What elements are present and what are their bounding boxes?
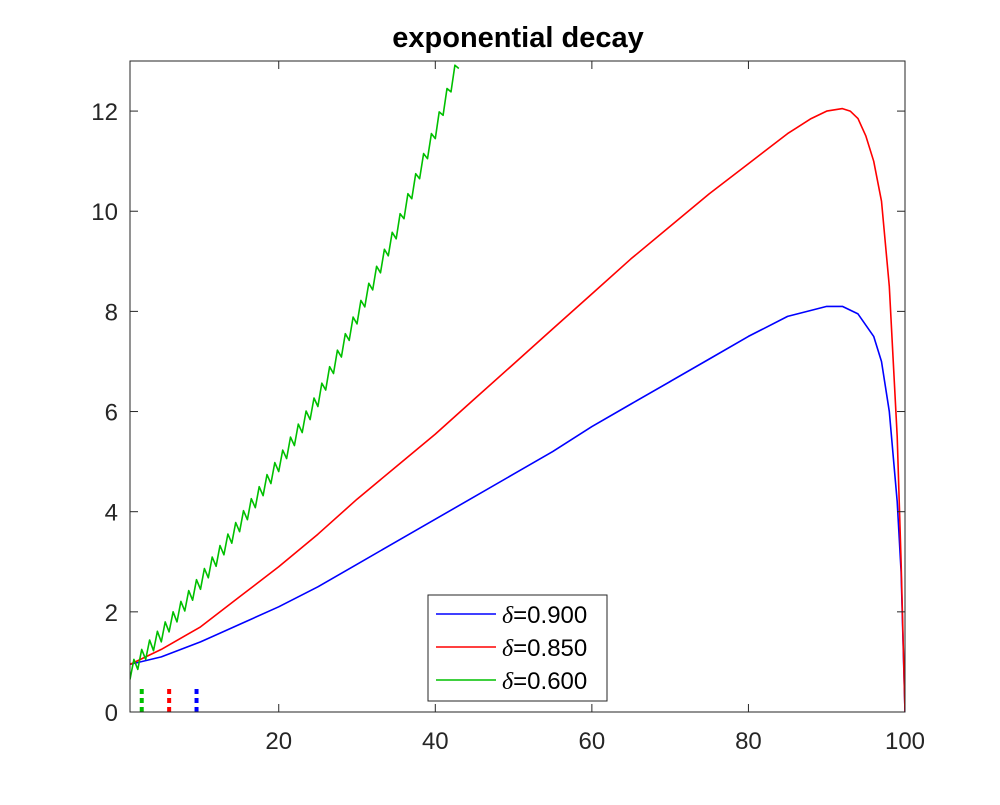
x-tick-label: 40 xyxy=(422,728,449,755)
legend-delta-value: =0.850 xyxy=(513,635,587,662)
legend-label: δ=0.850 xyxy=(502,635,587,662)
series-line-1 xyxy=(130,107,905,712)
plot-marks xyxy=(130,64,905,712)
axis-ticks: 20 40 60 80 100 0 2 4 6 8 10 12 xyxy=(91,61,925,755)
legend-label: δ=0.600 xyxy=(502,668,587,695)
series-line-2 xyxy=(130,64,460,680)
y-tick-label: 12 xyxy=(91,99,118,126)
legend-box xyxy=(427,594,608,702)
x-tick-label: 20 xyxy=(265,728,292,755)
legend-label: δ=0.900 xyxy=(502,602,587,629)
legend-delta-symbol: δ xyxy=(502,669,514,695)
x-tick-label: 80 xyxy=(735,728,762,755)
series-line-0 xyxy=(130,305,905,712)
legend-delta-value: =0.600 xyxy=(513,668,587,695)
axes-box xyxy=(129,60,906,713)
legend-delta-value: =0.900 xyxy=(513,602,587,629)
y-tick-label: 2 xyxy=(105,600,118,627)
y-tick-label: 6 xyxy=(105,400,118,427)
legend-delta-symbol: δ xyxy=(502,636,514,662)
y-tick-label: 8 xyxy=(105,299,118,326)
y-tick-label: 0 xyxy=(105,700,118,727)
x-tick-label: 100 xyxy=(885,728,925,755)
series-lines xyxy=(130,64,905,712)
legend-delta-symbol: δ xyxy=(502,603,514,629)
x-tick-label: 60 xyxy=(579,728,606,755)
y-tick-label: 4 xyxy=(105,500,118,527)
chart-title: exponential decay xyxy=(392,22,643,54)
y-tick-label: 10 xyxy=(91,199,118,226)
